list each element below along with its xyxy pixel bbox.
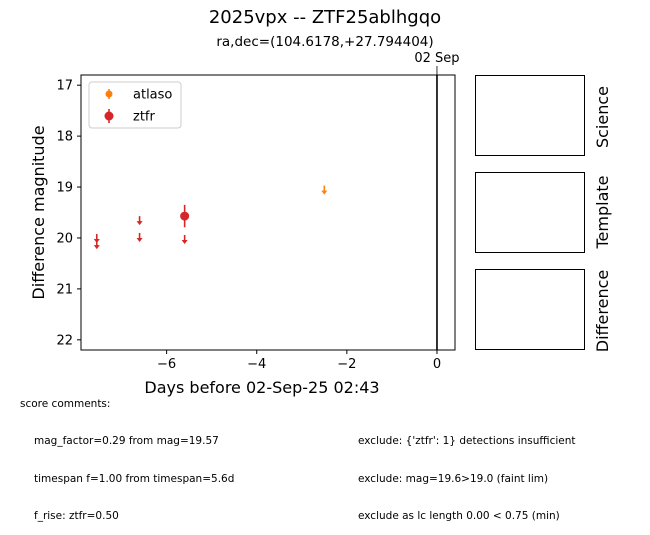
arrow-head [136, 221, 143, 226]
x-axis-label: Days before 02-Sep-25 02:43 [144, 378, 379, 397]
score-comments-header: score comments: [20, 398, 111, 410]
y-tick-label: 21 [56, 282, 73, 297]
y-axis-label: Difference magnitude [29, 125, 48, 299]
comment-line: exclude: mag=19.6>19.0 (faint lim) [358, 472, 549, 485]
x-tick-label: 0 [433, 357, 441, 372]
legend-marker [104, 111, 114, 121]
science-label: Science [593, 85, 612, 149]
upper-limit-arrow [93, 240, 100, 250]
upper-limit-arrow [136, 216, 143, 226]
upper-limit-arrow [181, 234, 188, 244]
legend-label: atlaso [133, 88, 172, 103]
comment-line: mag_factor=0.29 from mag=19.57 [34, 435, 219, 447]
y-tick-label: 22 [56, 333, 73, 348]
arrow-head [321, 190, 328, 195]
chart-subtitle: ra,dec=(104.6178,+27.794404) [216, 34, 434, 50]
chart-title: 2025vpx -- ZTF25ablhgqo [208, 7, 442, 28]
comment-line: exclude: {'ztfr': 1} detections insuffic… [358, 435, 576, 447]
comment-line: f_rise: ztfr=0.50 [34, 510, 119, 522]
score-comments-left: mag_factor=0.29 from mag=19.57 timespan … [34, 410, 234, 535]
difference-label: Difference [593, 269, 612, 353]
comment-line: exclude as lc length 0.00 < 0.75 (min) [358, 510, 560, 522]
legend-marker [105, 90, 113, 98]
y-tick-label: 20 [56, 231, 73, 246]
template-label: Template [593, 175, 612, 249]
difference-cutout [475, 269, 585, 350]
arrow-head [136, 237, 143, 242]
x-tick-label: −4 [247, 357, 266, 372]
arrow-head [93, 245, 100, 250]
y-tick-label: 19 [56, 181, 73, 196]
arrow-head [181, 239, 188, 244]
y-tick-label: 17 [56, 79, 73, 94]
upper-limit-arrow [136, 232, 143, 242]
x-tick-label: −6 [157, 357, 176, 372]
reference-vline-label: 02 Sep [414, 51, 459, 66]
comment-line: timespan f=1.00 from timespan=5.6d [34, 472, 235, 485]
x-tick-label: −2 [337, 357, 356, 372]
detection-point [180, 211, 190, 221]
science-cutout [475, 75, 585, 156]
legend-label: ztfr [133, 110, 155, 125]
score-comments-right: exclude: {'ztfr': 1} detections insuffic… [358, 410, 576, 535]
upper-limit-arrow [321, 185, 328, 195]
y-tick-label: 18 [56, 130, 73, 145]
light-curve-plot: −6 −4 −2 0 17 18 19 20 21 22 Days before 02-Sep-25… [29, 51, 460, 397]
template-cutout [475, 172, 585, 253]
plot-frame [80, 74, 456, 351]
